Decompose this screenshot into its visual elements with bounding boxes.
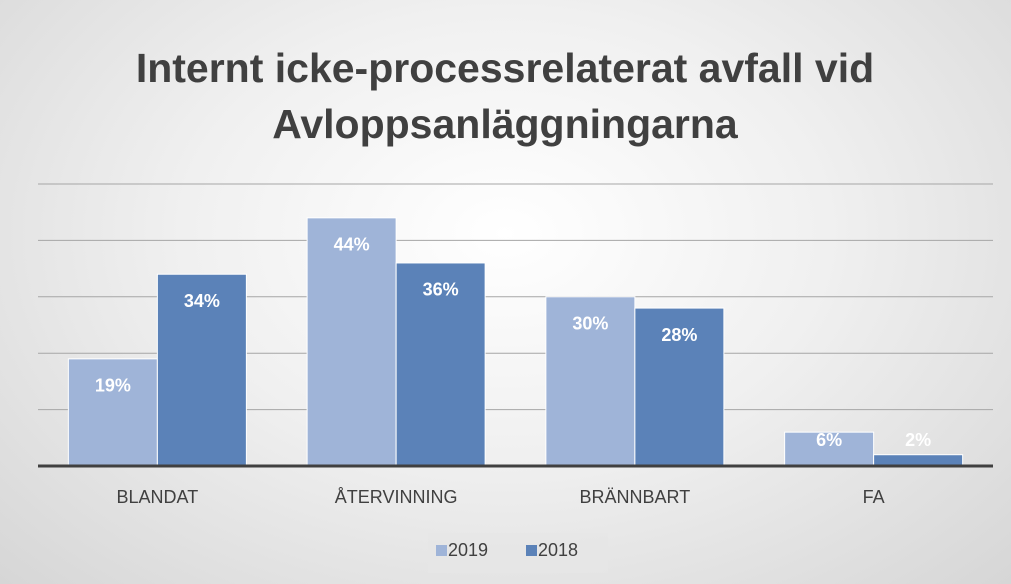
bar bbox=[67, 358, 158, 467]
bar bbox=[306, 217, 397, 467]
data-label: 2% bbox=[905, 430, 931, 450]
bar bbox=[634, 307, 725, 467]
x-tick-label: FA bbox=[863, 487, 885, 507]
data-label: 19% bbox=[95, 376, 131, 396]
legend-label: 2018 bbox=[538, 540, 578, 560]
bar bbox=[156, 273, 247, 467]
legend-swatch bbox=[436, 545, 447, 556]
x-tick-label: BLANDAT bbox=[117, 487, 199, 507]
data-label: 36% bbox=[423, 280, 459, 300]
bar bbox=[545, 296, 636, 467]
x-tick-label: BRÄNNBART bbox=[580, 487, 691, 507]
legend-box bbox=[428, 533, 608, 573]
data-label: 28% bbox=[661, 325, 697, 345]
legend-label: 2019 bbox=[448, 540, 488, 560]
legend-swatch bbox=[526, 545, 537, 556]
bar bbox=[873, 454, 964, 467]
chart-title: Internt icke-processrelaterat avfall vid… bbox=[135, 45, 875, 147]
bar bbox=[395, 262, 486, 467]
data-label: 30% bbox=[572, 314, 608, 334]
data-label: 34% bbox=[184, 291, 220, 311]
data-label: 6% bbox=[816, 430, 842, 450]
data-label: 44% bbox=[334, 235, 370, 255]
x-tick-label: ÅTERVINNING bbox=[335, 487, 458, 507]
